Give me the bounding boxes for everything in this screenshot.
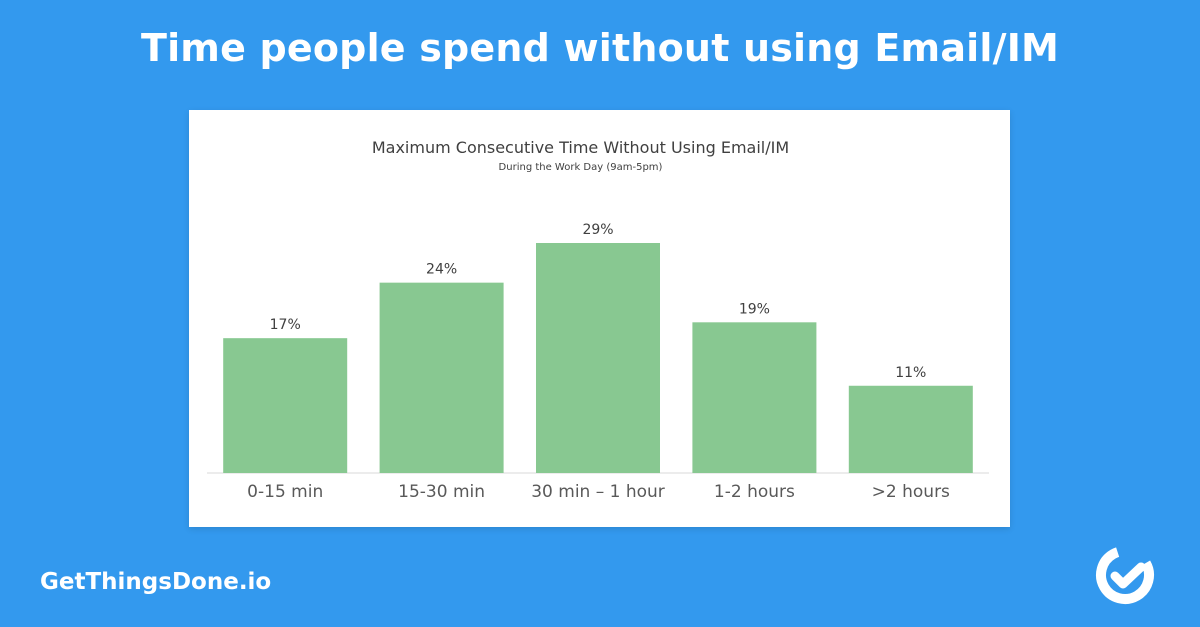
data-label-2: 29%: [582, 222, 613, 238]
bar-chart: 17% 0-15 min 24% 15-30 min 29% 30 min – 1 hou…: [207, 222, 989, 502]
bar-3: [692, 322, 817, 473]
bar-4: [848, 385, 973, 473]
page-headline: Time people spend without using Email/IM: [140, 26, 1060, 70]
bar-0: [223, 338, 348, 473]
gtd-logo-icon: [1089, 539, 1161, 616]
data-label-0: 17%: [270, 317, 301, 333]
x-tick-label-0: 0-15 min: [247, 482, 323, 502]
chart-title: Maximum Consecutive Time Without Using E…: [371, 138, 790, 157]
x-tick-label-3: 1-2 hours: [714, 482, 795, 502]
data-label-1: 24%: [426, 262, 457, 278]
chart-subtitle: During the Work Day (9am-5pm): [498, 162, 663, 173]
x-tick-label-2: 30 min – 1 hour: [531, 482, 665, 502]
bar-1: [379, 282, 504, 473]
data-label-4: 11%: [895, 365, 926, 381]
chart-card: Maximum Consecutive Time Without Using E…: [189, 110, 1010, 527]
brand-name: GetThingsDone.io: [40, 569, 272, 595]
x-tick-label-4: >2 hours: [872, 482, 950, 502]
bar-2: [536, 243, 660, 473]
x-tick-label-1: 15-30 min: [398, 482, 485, 502]
data-label-3: 19%: [739, 301, 770, 317]
